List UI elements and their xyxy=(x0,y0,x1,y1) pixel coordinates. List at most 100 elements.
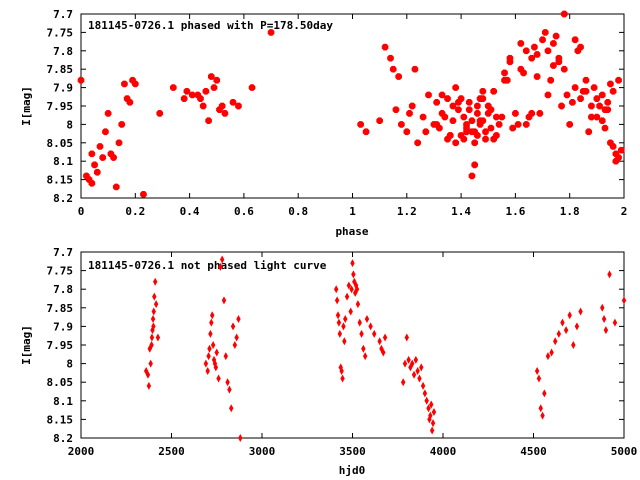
data-point xyxy=(377,337,382,346)
data-point xyxy=(267,29,275,36)
data-point xyxy=(203,359,209,368)
data-point xyxy=(354,285,360,294)
data-point xyxy=(382,333,388,342)
data-point xyxy=(348,307,353,316)
data-point xyxy=(361,344,366,353)
data-point xyxy=(556,329,562,338)
data-point xyxy=(538,404,543,413)
data-point xyxy=(452,84,459,91)
data-point xyxy=(536,374,542,383)
data-point xyxy=(424,396,429,405)
data-point xyxy=(349,285,354,294)
data-point xyxy=(381,348,386,357)
y-tick-label: 8.1 xyxy=(53,395,73,408)
x-tick-label: 4500 xyxy=(520,445,547,458)
data-point xyxy=(578,307,583,316)
data-point xyxy=(337,329,343,338)
data-point xyxy=(463,128,470,136)
data-point xyxy=(213,363,219,372)
data-point xyxy=(229,404,234,413)
data-point xyxy=(225,378,230,387)
y-tick-label: 8.05 xyxy=(47,376,74,389)
data-point xyxy=(479,117,487,125)
data-point xyxy=(355,300,361,309)
data-point xyxy=(411,370,417,379)
y-tick-label: 7.8 xyxy=(53,45,73,58)
data-point xyxy=(209,318,214,327)
data-point xyxy=(156,110,164,117)
data-point xyxy=(495,121,503,128)
data-point xyxy=(419,363,424,372)
data-point xyxy=(569,98,576,106)
data-point xyxy=(207,73,215,80)
data-point xyxy=(77,76,85,84)
data-point xyxy=(206,352,211,361)
data-point xyxy=(229,98,237,106)
data-point xyxy=(549,348,554,357)
data-point xyxy=(357,121,364,128)
data-point xyxy=(468,117,476,125)
data-point xyxy=(232,341,238,349)
x-tick-label: 3000 xyxy=(249,445,276,458)
data-point xyxy=(607,270,612,279)
data-point xyxy=(381,43,389,51)
data-point xyxy=(493,132,500,139)
data-point xyxy=(417,374,422,383)
chart-title: 181145-0726.1 phased with P=178.50day xyxy=(88,19,333,32)
y-tick-label: 7.7 xyxy=(53,246,73,259)
data-point xyxy=(341,322,346,331)
data-point xyxy=(471,161,478,169)
y-tick-label: 7.85 xyxy=(47,302,74,315)
data-point xyxy=(413,355,419,364)
data-point xyxy=(91,161,98,169)
data-point xyxy=(145,370,151,379)
data-point xyxy=(531,43,538,51)
y-tick-label: 7.85 xyxy=(47,63,74,76)
data-point xyxy=(213,76,221,84)
data-point xyxy=(558,102,565,110)
data-point xyxy=(585,128,593,136)
data-point xyxy=(484,110,492,117)
data-point xyxy=(88,150,96,158)
data-point xyxy=(420,381,426,390)
chart-title: 181145-0726.1 not phased light curve xyxy=(88,259,327,272)
phased-light-curve-panel: 181145-0726.1 phased with P=178.50day ph… xyxy=(20,8,627,238)
data-point xyxy=(582,76,590,84)
data-point xyxy=(474,102,481,110)
data-point xyxy=(149,341,154,349)
data-point xyxy=(99,154,107,161)
data-point xyxy=(598,91,606,99)
data-point xyxy=(449,117,457,125)
data-point xyxy=(604,106,612,114)
data-point xyxy=(202,87,210,95)
data-point xyxy=(474,110,481,117)
data-point xyxy=(593,95,601,102)
data-point xyxy=(612,318,618,327)
data-point xyxy=(131,80,139,88)
data-point xyxy=(93,168,101,176)
data-point xyxy=(197,95,204,102)
data-point xyxy=(153,300,159,309)
data-point xyxy=(218,262,223,271)
data-point xyxy=(514,121,522,128)
data-point xyxy=(542,389,547,398)
x-tick-label: 0.2 xyxy=(125,205,145,218)
data-point xyxy=(88,179,96,187)
data-point xyxy=(540,411,545,420)
data-point xyxy=(596,102,603,110)
y-tick-label: 8 xyxy=(66,358,73,371)
y-axis-label: I[mag] xyxy=(20,325,33,365)
data-point xyxy=(223,352,228,361)
data-point xyxy=(460,113,468,121)
data-point xyxy=(140,190,147,198)
data-point xyxy=(593,113,601,121)
x-tick-label: 1 xyxy=(349,205,356,218)
data-point xyxy=(216,374,221,383)
data-point xyxy=(188,91,196,99)
y-tick-label: 7.9 xyxy=(53,82,73,95)
data-point xyxy=(205,367,210,376)
data-point xyxy=(334,285,339,294)
data-point xyxy=(115,139,123,147)
data-point xyxy=(446,132,454,139)
data-point xyxy=(552,32,560,40)
